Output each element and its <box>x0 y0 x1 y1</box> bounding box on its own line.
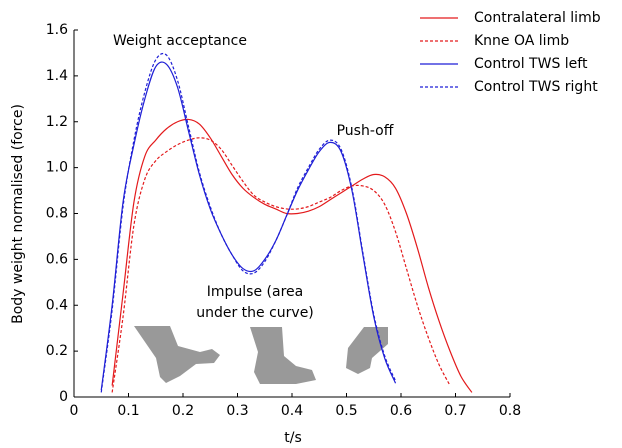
y-tick-label: 1.4 <box>46 68 68 84</box>
x-tick-label: 0.8 <box>499 403 521 419</box>
y-tick-label: 0.2 <box>46 343 68 359</box>
series-line <box>111 118 473 393</box>
x-tick-label: 0.7 <box>444 403 466 419</box>
y-tick-label: 1.0 <box>46 160 68 176</box>
series-line <box>100 61 397 391</box>
legend-label: Knne OA limb <box>474 33 569 49</box>
series-line <box>100 52 397 393</box>
x-tick-label: 0.2 <box>172 403 194 419</box>
y-tick-label: 0 <box>59 389 68 405</box>
y-tick-label: 1.6 <box>46 22 68 38</box>
x-tick-label: 0.5 <box>335 403 357 419</box>
annotation: Impulse (area <box>207 284 303 300</box>
y-tick-label: 0.8 <box>46 206 68 222</box>
legend-label: Control TWS right <box>474 79 598 95</box>
annotation: Push-off <box>337 123 394 139</box>
y-tick-label: 1.2 <box>46 114 68 130</box>
x-tick-label: 0.4 <box>281 403 303 419</box>
y-axis-label: Body weight normalised (force) <box>10 104 26 324</box>
legend-label: Control TWS left <box>474 56 588 72</box>
x-tick-label: 0 <box>70 403 79 419</box>
legend-label: Contralateral limb <box>474 10 601 26</box>
x-tick-label: 0.3 <box>226 403 248 419</box>
x-tick-label: 0.6 <box>390 403 412 419</box>
y-tick-label: 0.4 <box>46 297 68 313</box>
annotation: Weight acceptance <box>113 33 247 49</box>
foot-icon <box>134 326 220 383</box>
series-line <box>111 137 451 393</box>
x-tick-label: 0.1 <box>117 403 139 419</box>
annotation: under the curve) <box>196 305 314 321</box>
x-axis-label: t/s <box>284 430 302 446</box>
foot-icon <box>250 327 316 384</box>
y-tick-label: 0.6 <box>46 251 68 267</box>
foot-icon <box>346 327 388 374</box>
foot-icons <box>134 326 388 384</box>
